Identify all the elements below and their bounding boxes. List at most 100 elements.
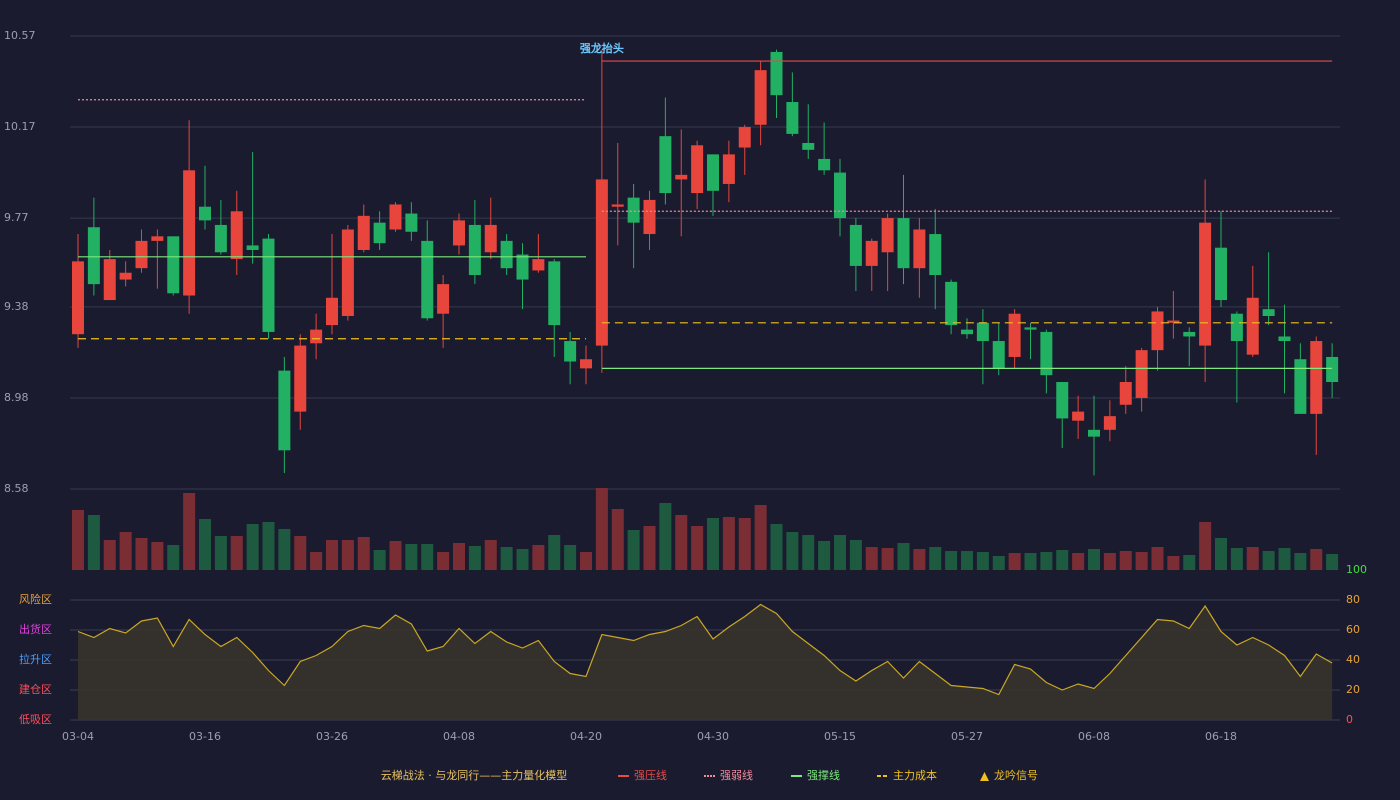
y2-tick-label: 20: [1346, 683, 1360, 696]
volume-bar: [437, 552, 450, 570]
volume-bar: [1088, 549, 1100, 570]
candle-body: [1151, 311, 1164, 351]
candle-body: [310, 329, 323, 344]
candle-body: [326, 297, 338, 326]
x-tick-label: 04-30: [697, 730, 729, 743]
candle-body: [738, 127, 751, 148]
candle-body: [294, 345, 307, 412]
volume-bar: [643, 526, 656, 570]
candle-body: [72, 261, 84, 335]
y-tick-label: 10.17: [4, 120, 36, 133]
x-tick-label: 03-04: [62, 730, 94, 743]
candle-body: [675, 174, 688, 180]
volume-bar: [405, 544, 418, 570]
volume-bar: [738, 518, 751, 570]
x-tick-label: 03-16: [189, 730, 221, 743]
volume-bar: [1056, 550, 1069, 570]
candle-body: [1040, 331, 1053, 376]
candle-body: [913, 229, 926, 269]
volume-bar: [897, 543, 910, 570]
x-tick-label: 04-20: [570, 730, 602, 743]
volume-bar: [421, 544, 434, 570]
candle-body: [1183, 331, 1196, 337]
zone-label: 风险区: [19, 592, 52, 606]
y-tick-label: 8.98: [4, 391, 29, 404]
volume-bar: [627, 530, 640, 570]
candle-body: [849, 224, 862, 266]
candle-body: [945, 281, 958, 326]
volume-bar: [1167, 556, 1180, 570]
zone-label: 拉升区: [19, 652, 52, 666]
volume-bar: [103, 540, 116, 570]
candle-body: [707, 154, 719, 191]
volume-bar: [1326, 554, 1339, 570]
volume-bar: [294, 536, 307, 570]
volume-bar: [611, 509, 624, 570]
volume-bar: [1008, 553, 1021, 570]
candle-body: [881, 218, 894, 253]
candle-body: [818, 158, 831, 171]
candle-body: [802, 142, 815, 150]
volume-bar: [326, 540, 338, 570]
annotation: 强龙抬头: [580, 41, 624, 55]
candle-body: [453, 220, 465, 246]
candle-body: [1262, 309, 1275, 316]
candle-body: [119, 272, 132, 280]
volume-bar: [500, 547, 513, 570]
volume-bar: [278, 529, 291, 570]
volume-bar: [881, 548, 894, 570]
volume-bar: [453, 543, 465, 570]
candle-body: [564, 341, 577, 362]
y-tick-label: 9.77: [4, 211, 29, 224]
candle-body: [834, 172, 846, 219]
legend-title: 云梯战法 · 与龙同行——主力量化模型: [381, 768, 568, 782]
candle-body: [1103, 416, 1116, 430]
volume-bar: [849, 540, 862, 570]
volume-bar: [1246, 547, 1259, 570]
candle-body: [627, 197, 640, 223]
volume-bar: [199, 519, 211, 570]
candle-body: [199, 206, 211, 221]
volume-bar: [167, 545, 180, 570]
candle-body: [611, 204, 624, 207]
volume-bar: [1024, 553, 1037, 570]
volume-bar: [119, 532, 132, 570]
candle-body: [786, 102, 799, 134]
legend-label: 强弱线: [720, 768, 753, 782]
candle-body: [151, 236, 164, 241]
volume-bar: [1183, 555, 1196, 570]
candle-body: [1294, 359, 1307, 414]
volume-bar: [357, 537, 370, 570]
legend-label: 强压线: [634, 768, 667, 782]
candle-body: [357, 215, 370, 250]
candle-body: [595, 179, 608, 346]
candle-body: [961, 329, 973, 335]
y2-tick-label: 60: [1346, 623, 1360, 636]
x-tick-label: 05-27: [951, 730, 983, 743]
candle-body: [278, 370, 291, 451]
volume-bar: [754, 505, 767, 570]
candle-body: [754, 70, 767, 125]
candle-body: [389, 204, 402, 230]
volume-bar: [87, 515, 100, 570]
candle-body: [1230, 313, 1243, 342]
legend-swatch: [980, 772, 989, 781]
volume-bar: [151, 542, 164, 570]
candle-body: [580, 359, 592, 369]
candle-body: [262, 238, 275, 332]
volume-bar: [1310, 549, 1323, 570]
volume-bar: [1135, 552, 1148, 570]
zone-label: 出货区: [19, 622, 52, 636]
y-tick-label: 8.58: [4, 482, 29, 495]
x-tick-label: 06-18: [1205, 730, 1237, 743]
candle-body: [1215, 247, 1227, 301]
candle-body: [1167, 320, 1180, 323]
candle-body: [373, 222, 386, 244]
candle-body: [230, 211, 243, 260]
volume-bar: [214, 536, 227, 570]
volume-bar: [865, 547, 878, 570]
volume-bar: [516, 549, 529, 570]
x-tick-label: 03-26: [316, 730, 348, 743]
volume-bar: [310, 552, 323, 570]
x-tick-label: 05-15: [824, 730, 856, 743]
